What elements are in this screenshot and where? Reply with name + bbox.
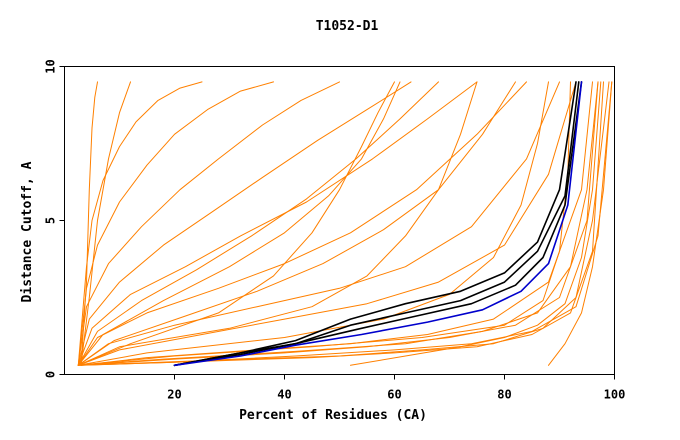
series-line-5: [77, 81, 577, 366]
series-line-28: [173, 81, 583, 367]
series-line-19: [350, 81, 602, 366]
x-tick-label-0: 20: [167, 388, 181, 402]
series-line-21: [77, 81, 401, 366]
series-line-2: [80, 81, 599, 366]
series-line-0: [77, 81, 604, 366]
series-line-20: [77, 81, 571, 366]
series-line-24: [548, 81, 613, 366]
series-line-4: [80, 81, 613, 366]
series-line-16: [77, 81, 395, 366]
series-line-27: [173, 81, 583, 367]
x-tick-label-3: 80: [497, 388, 511, 402]
series-line-1: [77, 81, 610, 366]
series-line-15: [77, 81, 478, 366]
series-line-9: [77, 81, 412, 366]
series-line-3: [80, 81, 593, 366]
x-tick-label-4: 100: [604, 388, 626, 402]
y-axis-label: Distance Cutoff, A: [20, 161, 35, 302]
series-line-22: [77, 81, 516, 366]
y-tick-label-0: 0: [44, 371, 58, 378]
series-line-12: [77, 81, 203, 366]
y-tick-label-1: 5: [44, 217, 58, 224]
series-layer: [77, 81, 613, 367]
series-line-8: [77, 81, 478, 366]
series-line-23: [77, 81, 439, 366]
series-line-11: [77, 81, 274, 366]
series-line-6: [77, 81, 560, 366]
x-axis-label: Percent of Residues (CA): [239, 408, 427, 423]
y-tick-label-2: 10: [44, 59, 58, 73]
x-tick-label-2: 60: [387, 388, 401, 402]
series-line-18: [77, 81, 599, 366]
x-tick-label-1: 40: [277, 388, 291, 402]
series-line-13: [80, 81, 98, 366]
series-line-25: [173, 81, 577, 367]
series-line-10: [77, 81, 340, 366]
series-line-14: [80, 81, 131, 366]
ticks-layer: 20 40 60 80 100 0 5 10: [44, 59, 626, 401]
series-line-7: [77, 81, 527, 366]
chart-title: T1052-D1: [316, 19, 379, 34]
